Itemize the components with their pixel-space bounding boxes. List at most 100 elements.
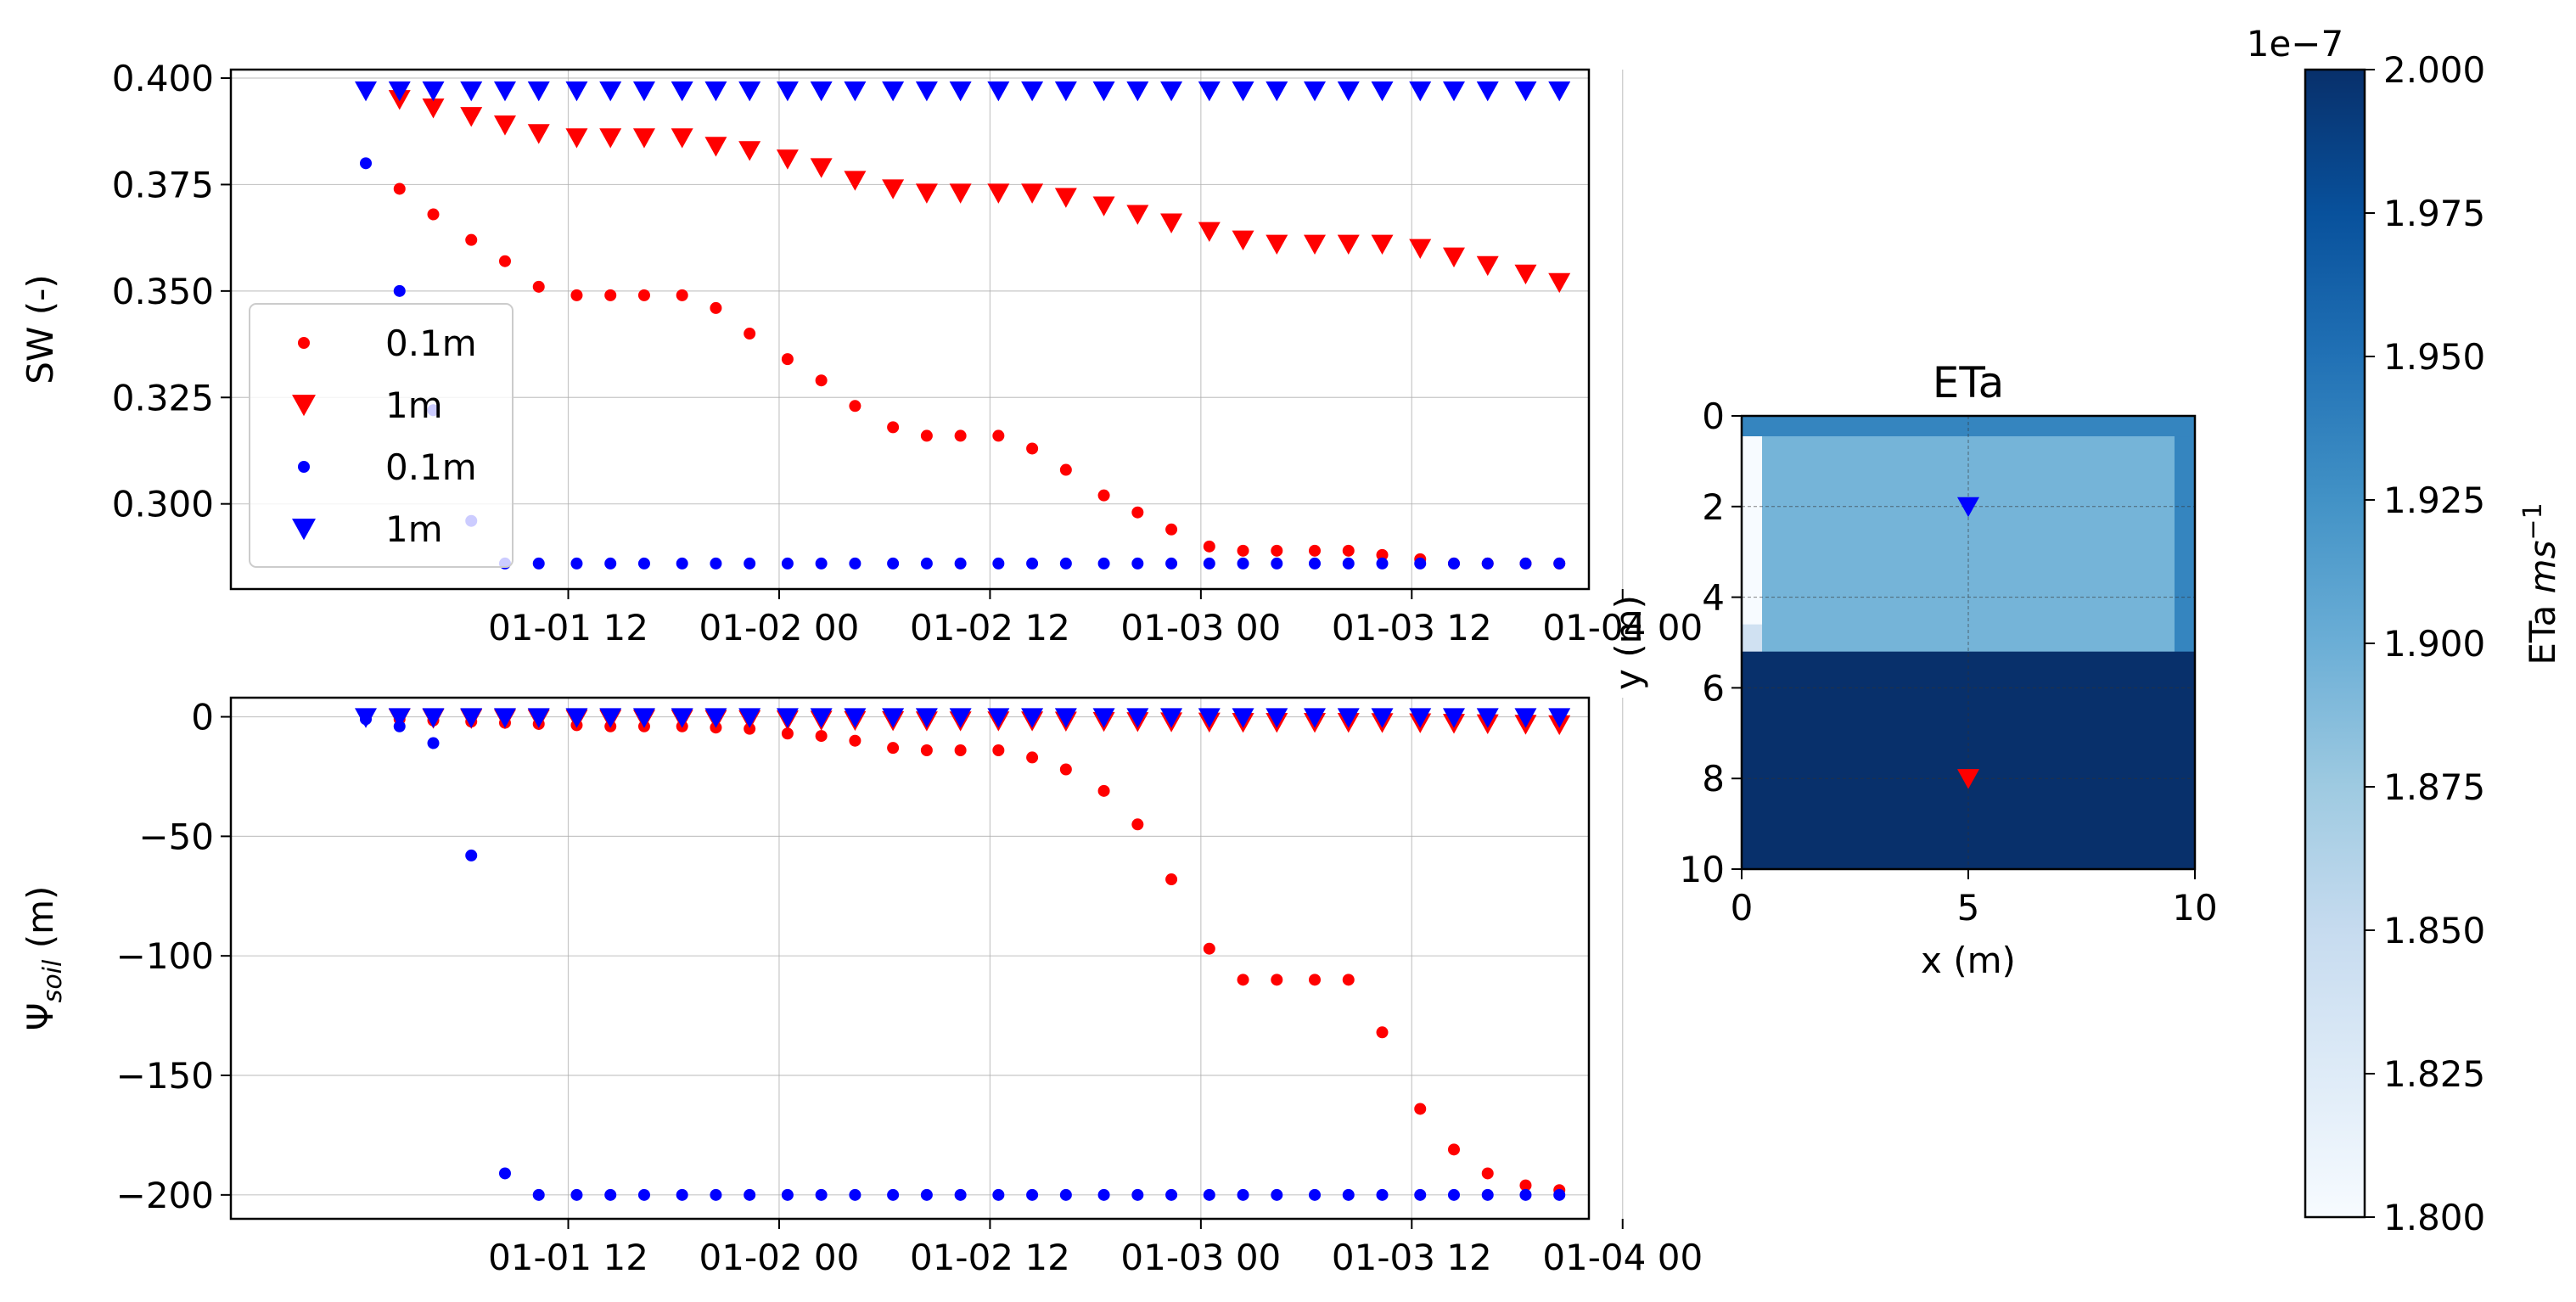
sw-point-0-27 bbox=[1342, 544, 1355, 557]
eta-map-cell-1 bbox=[1742, 436, 1763, 626]
sw-point-0-19 bbox=[1059, 463, 1072, 476]
sw-point-2-32 bbox=[1481, 557, 1494, 570]
sw-point-2-22 bbox=[1131, 557, 1144, 570]
sw-point-3-4 bbox=[493, 81, 516, 102]
sw-point-2-29 bbox=[1376, 557, 1389, 570]
psi-point-0-23 bbox=[1203, 942, 1215, 955]
colorbar-tick-label-8: 2.000 bbox=[2383, 49, 2485, 91]
psi-point-2-26 bbox=[1271, 1188, 1283, 1201]
psi-ylabel-main: Ψ bbox=[20, 1002, 61, 1030]
sw-point-2-10 bbox=[710, 557, 722, 570]
psi-point-2-16 bbox=[920, 1188, 933, 1201]
sw-point-3-3 bbox=[460, 81, 483, 102]
sw-point-2-12 bbox=[781, 557, 794, 570]
sw-ytick-label-1: 0.325 bbox=[112, 377, 214, 418]
sw-point-1-5 bbox=[565, 128, 588, 149]
sw-legend-label-1: 1m bbox=[385, 384, 443, 426]
sw-point-1-27 bbox=[1337, 234, 1360, 255]
sw-point-1-4 bbox=[527, 124, 550, 144]
psi-xtick-label-4: 01-03 12 bbox=[1332, 1237, 1492, 1278]
psi-point-0-25 bbox=[1271, 974, 1283, 986]
psi-point-2-6 bbox=[570, 1188, 583, 1201]
psi-point-3-32 bbox=[1476, 708, 1499, 728]
psi-point-2-8 bbox=[637, 1188, 650, 1201]
psi-point-2-11 bbox=[744, 1188, 756, 1201]
sw-point-2-19 bbox=[1026, 557, 1039, 570]
psi-point-0-27 bbox=[1342, 974, 1355, 986]
psi-point-3-21 bbox=[1092, 708, 1115, 728]
psi-point-2-34 bbox=[1553, 1188, 1566, 1201]
sw-point-0-28 bbox=[1376, 548, 1389, 561]
psi-axes-frame bbox=[229, 696, 1591, 1221]
eta-map-marker-0 bbox=[1957, 497, 1979, 518]
psi-point-3-26 bbox=[1266, 708, 1288, 728]
eta-map-cell-0 bbox=[1742, 416, 2196, 437]
eta-map-markers bbox=[1957, 497, 1979, 789]
psi-xtick-label-1: 01-02 00 bbox=[699, 1237, 860, 1278]
sw-xtick-label-5: 01-04 00 bbox=[1542, 607, 1703, 648]
sw-point-2-8 bbox=[637, 557, 650, 570]
psi-point-0-12 bbox=[815, 730, 828, 743]
sw-point-3-27 bbox=[1304, 81, 1327, 102]
sw-point-0-26 bbox=[1309, 544, 1322, 557]
psi-point-3-8 bbox=[632, 708, 655, 728]
eta-map-xtick-label-0: 0 bbox=[1731, 887, 1754, 929]
sw-point-2-9 bbox=[676, 557, 688, 570]
sw-point-2-18 bbox=[992, 557, 1005, 570]
psi-series-1 bbox=[388, 708, 1571, 736]
sw-point-0-16 bbox=[954, 429, 967, 442]
sw-legend-marker-1 bbox=[292, 395, 316, 417]
sw-point-0-3 bbox=[498, 255, 511, 267]
sw-ytick-label-3: 0.375 bbox=[112, 164, 214, 205]
sw-point-0-25 bbox=[1271, 544, 1283, 557]
sw-point-1-23 bbox=[1198, 222, 1221, 242]
psi-point-2-32 bbox=[1481, 1188, 1494, 1201]
eta-map-y-ticks: 0 2 4 6 8 10 bbox=[1680, 396, 1742, 890]
sw-point-1-24 bbox=[1232, 230, 1254, 251]
colorbar-tick-label-7: 1.975 bbox=[2383, 193, 2485, 234]
psi-point-0-11 bbox=[781, 727, 794, 740]
sw-point-1-15 bbox=[915, 183, 938, 204]
psi-point-0-30 bbox=[1447, 1143, 1460, 1156]
psi-ylabel-sub: soil bbox=[38, 959, 68, 1002]
psi-xtick-label-3: 01-03 00 bbox=[1120, 1237, 1281, 1278]
sw-point-3-18 bbox=[987, 81, 1010, 102]
psi-point-3-19 bbox=[1021, 708, 1044, 728]
psi-ytick-label-4: 0 bbox=[191, 697, 214, 738]
sw-point-1-8 bbox=[671, 128, 693, 149]
colorbar-tick-label-2: 1.850 bbox=[2383, 910, 2485, 951]
sw-point-3-2 bbox=[422, 81, 445, 102]
sw-legend-label-0: 0.1m bbox=[385, 323, 477, 364]
psi-series-0 bbox=[393, 713, 1566, 1197]
sw-point-0-14 bbox=[887, 421, 900, 434]
sw-point-3-21 bbox=[1092, 81, 1115, 102]
eta-map-ytick-label-1: 2 bbox=[1702, 486, 1725, 528]
psi-point-2-7 bbox=[604, 1188, 617, 1201]
psi-point-2-9 bbox=[676, 1188, 688, 1201]
sw-point-3-12 bbox=[776, 81, 799, 102]
eta-map-ytick-label-5: 10 bbox=[1680, 849, 1725, 890]
psi-point-3-28 bbox=[1337, 708, 1360, 728]
colorbar-tick-label-0: 1.800 bbox=[2383, 1197, 2485, 1238]
eta-colorbar: 1.800 1.825 1.850 1.875 1.900 1.925 1.950 1.975… bbox=[2247, 23, 2563, 1238]
sw-point-0-4 bbox=[532, 280, 545, 293]
psi-series-3 bbox=[355, 708, 1571, 728]
psi-point-0-22 bbox=[1165, 873, 1178, 886]
sw-point-3-13 bbox=[810, 81, 833, 102]
colorbar-gradient bbox=[2304, 68, 2366, 1219]
sw-point-2-30 bbox=[1414, 557, 1427, 570]
psi-point-2-23 bbox=[1165, 1188, 1178, 1201]
sw-point-1-22 bbox=[1160, 213, 1183, 233]
sw-point-0-24 bbox=[1237, 544, 1249, 557]
psi-point-2-13 bbox=[815, 1188, 828, 1201]
sw-point-2-20 bbox=[1059, 557, 1072, 570]
psi-point-2-21 bbox=[1097, 1188, 1110, 1201]
sw-point-0-21 bbox=[1131, 506, 1144, 519]
sw-point-2-17 bbox=[954, 557, 967, 570]
sw-point-3-11 bbox=[738, 81, 761, 102]
sw-point-2-15 bbox=[887, 557, 900, 570]
sw-point-0-8 bbox=[676, 289, 688, 301]
psi-xtick-label-0: 01-01 12 bbox=[488, 1237, 648, 1278]
sw-point-3-25 bbox=[1232, 81, 1254, 102]
